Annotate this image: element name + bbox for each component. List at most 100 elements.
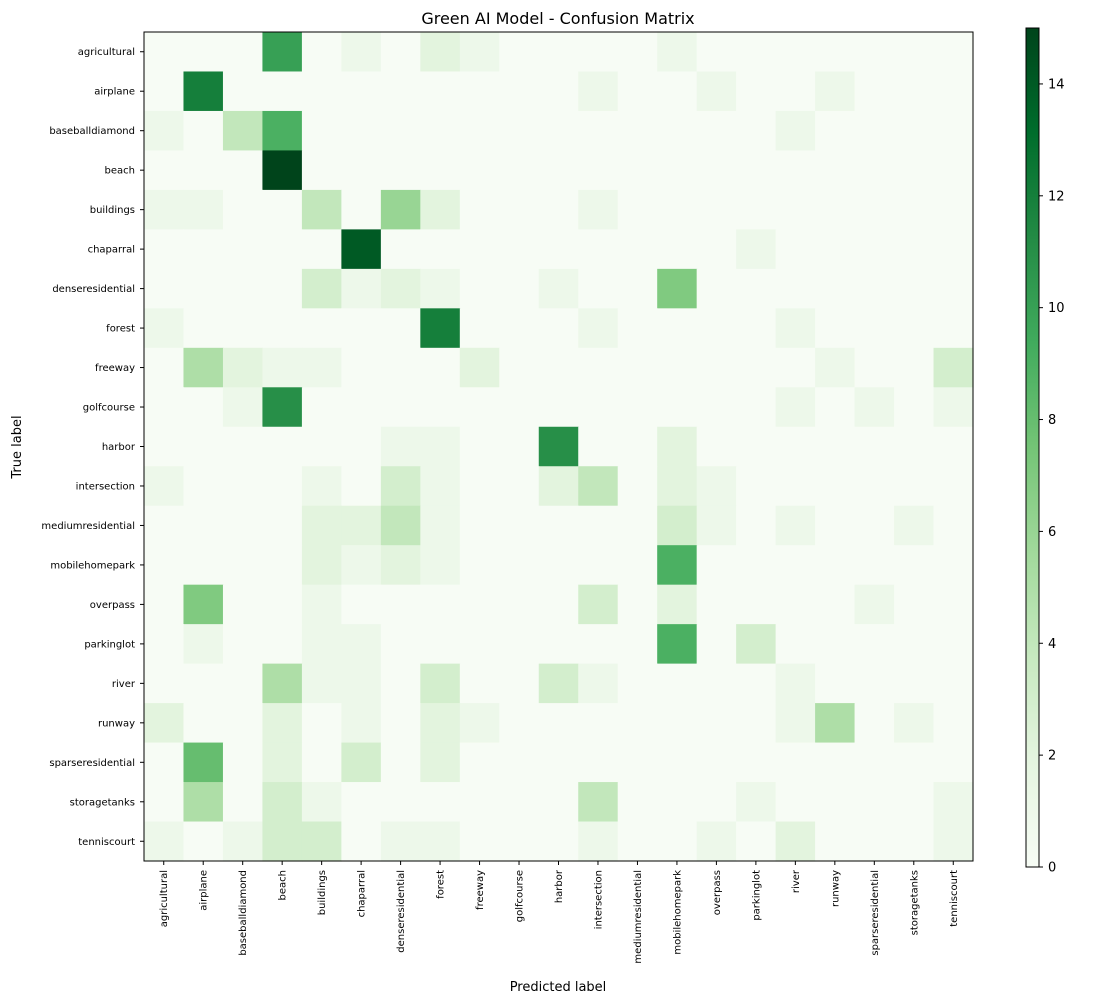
colorbar-tick-label: 12	[1048, 189, 1065, 204]
heatmap-cell-runway-freeway	[460, 703, 500, 743]
colorbar-tick-label: 2	[1048, 749, 1056, 764]
heatmap-cell-freeway-parkinglot	[736, 348, 776, 388]
heatmap-cell-mediumresidential-tenniscourt	[934, 506, 974, 546]
y-tick-label: storagetanks	[70, 797, 135, 808]
heatmap-cell-overpass-chaparral	[341, 585, 381, 625]
heatmap-cell-agricultural-harbor	[539, 32, 579, 72]
heatmap-cell-tenniscourt-forest	[420, 822, 460, 862]
heatmap-cell-denseresidential-freeway	[460, 269, 500, 309]
heatmap-cell-golfcourse-runway	[815, 387, 855, 427]
heatmap-cell-sparseresidential-overpass	[697, 743, 737, 783]
heatmap-cell-agricultural-mediumresidential	[618, 32, 658, 72]
heatmap-cell-buildings-airplane	[183, 190, 223, 230]
heatmap-cell-agricultural-agricultural	[144, 32, 184, 72]
x-tick-label: chaparral	[357, 870, 368, 917]
heatmap-cell-tenniscourt-intersection	[578, 822, 618, 862]
heatmap-cell-golfcourse-overpass	[697, 387, 737, 427]
heatmap-cell-airplane-chaparral	[341, 71, 381, 111]
heatmap-cell-mobilehomepark-parkinglot	[736, 545, 776, 585]
heatmap-cell-freeway-intersection	[578, 348, 618, 388]
heatmap-cells	[144, 32, 974, 862]
heatmap-cell-runway-parkinglot	[736, 703, 776, 743]
heatmap-cell-runway-storagetanks	[894, 703, 934, 743]
heatmap-cell-golfcourse-buildings	[302, 387, 342, 427]
heatmap-cell-forest-intersection	[578, 308, 618, 348]
heatmap-cell-runway-chaparral	[341, 703, 381, 743]
heatmap-cell-mediumresidential-runway	[815, 506, 855, 546]
heatmap-cell-beach-sparseresidential	[855, 150, 895, 190]
heatmap-cell-airplane-golfcourse	[499, 71, 539, 111]
x-tick-label: golfcourse	[515, 870, 526, 922]
heatmap-cell-golfcourse-parkinglot	[736, 387, 776, 427]
colorbar-tick-label: 0	[1048, 861, 1056, 876]
heatmap-cell-denseresidential-parkinglot	[736, 269, 776, 309]
y-tick-label: tenniscourt	[78, 837, 135, 848]
heatmap-cell-airplane-airplane	[183, 71, 223, 111]
heatmap-cell-sparseresidential-runway	[815, 743, 855, 783]
heatmap-cell-buildings-buildings	[302, 190, 342, 230]
heatmap-cell-storagetanks-baseballdiamond	[223, 782, 263, 822]
heatmap-cell-baseballdiamond-beach	[262, 111, 302, 151]
heatmap-cell-sparseresidential-sparseresidential	[855, 743, 895, 783]
heatmap-cell-buildings-intersection	[578, 190, 618, 230]
heatmap-cell-golfcourse-golfcourse	[499, 387, 539, 427]
heatmap-cell-intersection-freeway	[460, 466, 500, 506]
heatmap-cell-intersection-agricultural	[144, 466, 184, 506]
heatmap-cell-overpass-mediumresidential	[618, 585, 658, 625]
heatmap-cell-buildings-overpass	[697, 190, 737, 230]
heatmap-cell-sparseresidential-airplane	[183, 743, 223, 783]
heatmap-cell-agricultural-beach	[262, 32, 302, 72]
heatmap-cell-mediumresidential-golfcourse	[499, 506, 539, 546]
heatmap-cell-storagetanks-beach	[262, 782, 302, 822]
heatmap-cell-denseresidential-intersection	[578, 269, 618, 309]
heatmap-cell-golfcourse-tenniscourt	[934, 387, 974, 427]
heatmap-cell-buildings-mobilehomepark	[657, 190, 697, 230]
heatmap-cell-tenniscourt-runway	[815, 822, 855, 862]
heatmap-cell-parkinglot-forest	[420, 624, 460, 664]
heatmap-cell-river-beach	[262, 664, 302, 704]
heatmap-cell-tenniscourt-golfcourse	[499, 822, 539, 862]
heatmap-cell-airplane-mediumresidential	[618, 71, 658, 111]
heatmap-cell-overpass-denseresidential	[381, 585, 421, 625]
heatmap-cell-baseballdiamond-forest	[420, 111, 460, 151]
heatmap-cell-beach-storagetanks	[894, 150, 934, 190]
heatmap-cell-beach-chaparral	[341, 150, 381, 190]
heatmap-cell-beach-airplane	[183, 150, 223, 190]
heatmap-cell-sparseresidential-freeway	[460, 743, 500, 783]
heatmap-cell-mediumresidential-mediumresidential	[618, 506, 658, 546]
heatmap-cell-tenniscourt-storagetanks	[894, 822, 934, 862]
heatmap-cell-baseballdiamond-intersection	[578, 111, 618, 151]
y-tick-label: chaparral	[88, 245, 135, 256]
heatmap-cell-overpass-runway	[815, 585, 855, 625]
heatmap-cell-runway-sparseresidential	[855, 703, 895, 743]
y-tick-label: baseballdiamond	[49, 126, 135, 137]
y-tick-label: golfcourse	[83, 403, 135, 414]
heatmap-cell-buildings-mediumresidential	[618, 190, 658, 230]
heatmap-cell-mediumresidential-buildings	[302, 506, 342, 546]
heatmap-cell-golfcourse-agricultural	[144, 387, 184, 427]
heatmap-cell-mobilehomepark-river	[776, 545, 816, 585]
heatmap-cell-denseresidential-denseresidential	[381, 269, 421, 309]
heatmap-cell-sparseresidential-intersection	[578, 743, 618, 783]
heatmap-cell-baseballdiamond-freeway	[460, 111, 500, 151]
heatmap-cell-tenniscourt-harbor	[539, 822, 579, 862]
heatmap-cell-chaparral-river	[776, 229, 816, 269]
heatmap-cell-runway-mediumresidential	[618, 703, 658, 743]
y-tick-label: parkinglot	[84, 639, 135, 650]
heatmap-cell-beach-beach	[262, 150, 302, 190]
heatmap-cell-mediumresidential-sparseresidential	[855, 506, 895, 546]
heatmap-cell-mobilehomepark-storagetanks	[894, 545, 934, 585]
heatmap-cell-chaparral-freeway	[460, 229, 500, 269]
heatmap-cell-forest-freeway	[460, 308, 500, 348]
heatmap-cell-baseballdiamond-parkinglot	[736, 111, 776, 151]
heatmap-cell-runway-harbor	[539, 703, 579, 743]
heatmap-cell-denseresidential-golfcourse	[499, 269, 539, 309]
heatmap-cell-mobilehomepark-sparseresidential	[855, 545, 895, 585]
heatmap-cell-denseresidential-baseballdiamond	[223, 269, 263, 309]
heatmap-cell-buildings-agricultural	[144, 190, 184, 230]
heatmap-cell-mobilehomepark-golfcourse	[499, 545, 539, 585]
heatmap-cell-overpass-agricultural	[144, 585, 184, 625]
heatmap-cell-agricultural-mobilehomepark	[657, 32, 697, 72]
heatmap-cell-overpass-overpass	[697, 585, 737, 625]
heatmap-cell-mobilehomepark-harbor	[539, 545, 579, 585]
